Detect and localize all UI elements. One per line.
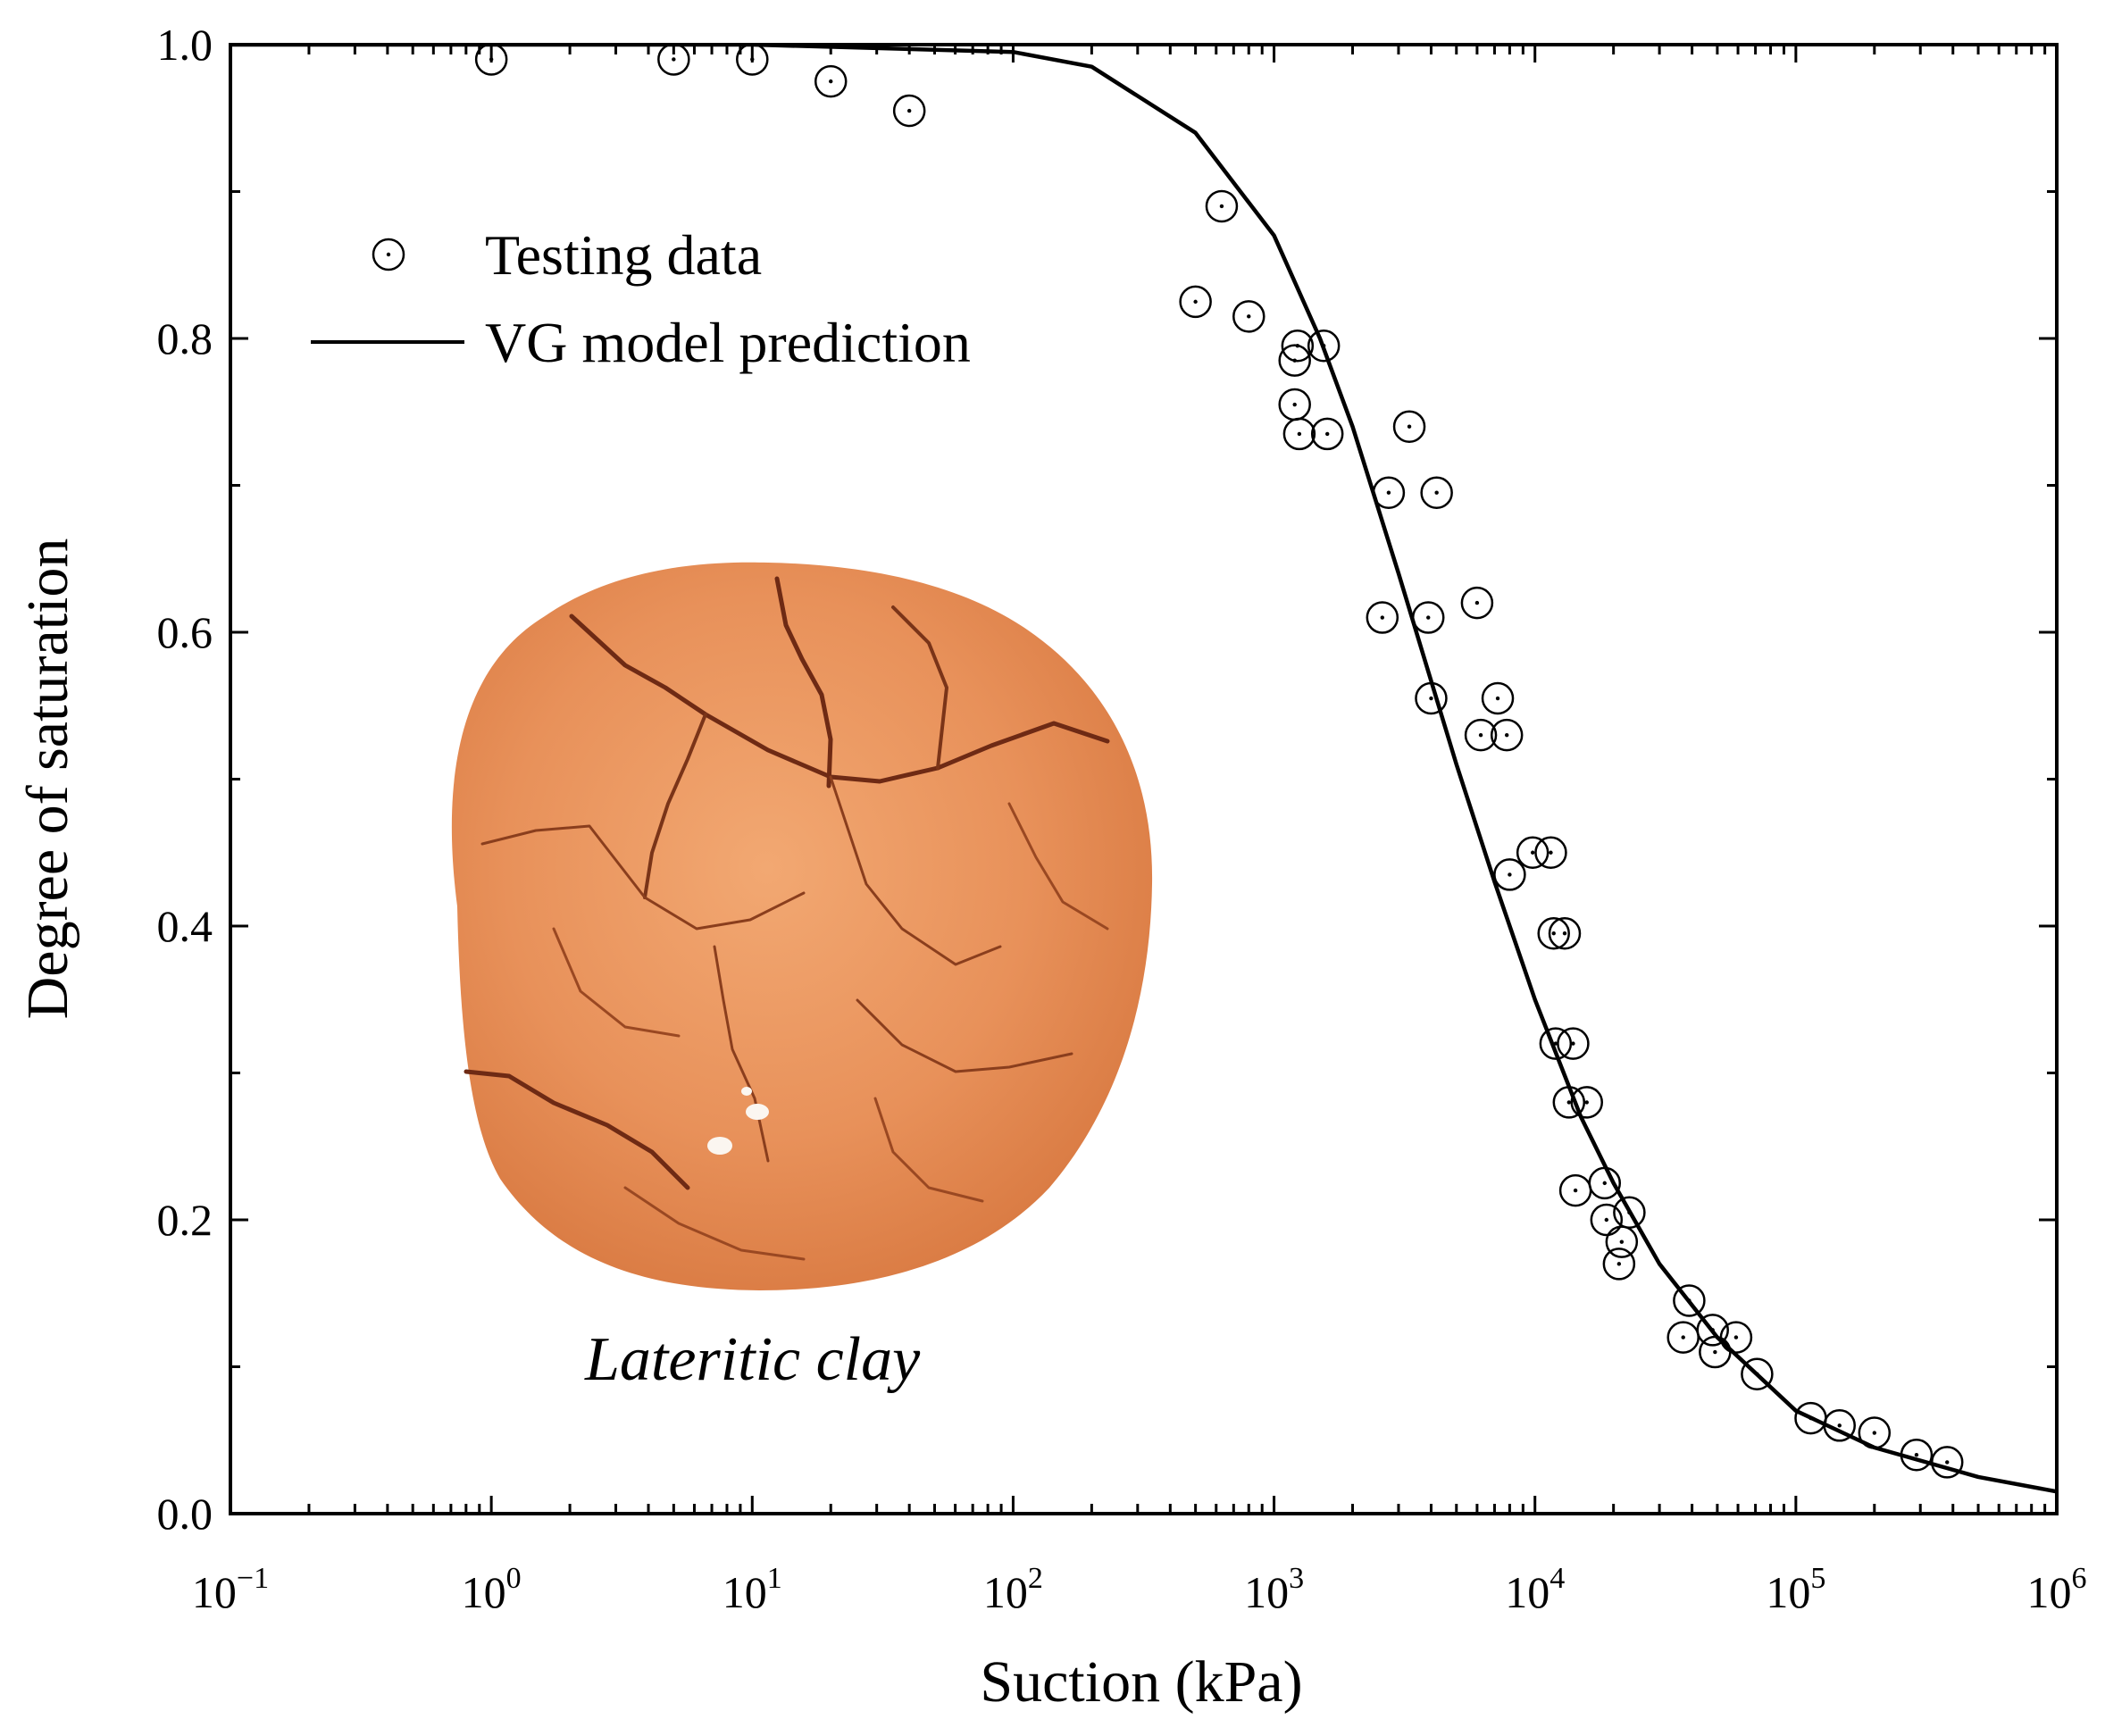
data-point [1673, 1284, 1706, 1317]
x-tick-label: 105 [1766, 1562, 1825, 1617]
x-tick-label: 100 [462, 1562, 522, 1617]
data-point [1719, 1321, 1753, 1354]
clay-pebble [741, 1087, 752, 1096]
y-axis-title: Degree of saturation [15, 538, 80, 1020]
data-point [657, 45, 690, 76]
x-tick-label: 10−1 [192, 1562, 269, 1617]
y-tick-label: 0.8 [157, 313, 213, 363]
data-point [1570, 1086, 1604, 1119]
data-point [1537, 916, 1570, 950]
clay-pebble [707, 1137, 732, 1155]
x-tick-label: 102 [983, 1562, 1043, 1617]
data-point [814, 64, 848, 98]
clay-cracks [464, 576, 1110, 1261]
x-tick-label: 101 [723, 1562, 782, 1617]
data-point [474, 45, 508, 76]
legend-label-testing-data: Testing data [485, 223, 762, 287]
data-point [1588, 1166, 1622, 1200]
sample-caption: Lateritic clay [584, 1325, 921, 1394]
data-point [1539, 1027, 1573, 1060]
vg-model-curve [230, 45, 2057, 1494]
clay-pebble [746, 1104, 769, 1120]
data-point [1310, 417, 1344, 451]
legend-marker-testing-data [372, 238, 405, 271]
data-point [1548, 916, 1582, 950]
data-point [1205, 189, 1239, 223]
x-axis-title: Suction (kPa) [980, 1649, 1302, 1715]
clay-sample-photo: Lateritic clay [451, 562, 1153, 1394]
data-point [1557, 1027, 1590, 1060]
x-tick-label: 104 [1505, 1562, 1565, 1617]
data-point [892, 94, 926, 128]
data-point [1666, 1321, 1700, 1354]
data-point [1420, 476, 1453, 509]
data-point [1372, 476, 1406, 509]
data-point [1534, 836, 1567, 869]
x-axis: 10−1 100 101 102 103 104 105 106 [192, 45, 2087, 1617]
data-point [1605, 1225, 1639, 1258]
data-point [1481, 681, 1515, 715]
data-point [1232, 300, 1266, 333]
y-tick-label: 0.2 [157, 1195, 213, 1245]
data-point [1590, 1203, 1624, 1237]
data-point [1366, 601, 1399, 634]
y-tick-label: 0.6 [157, 607, 213, 657]
data-point [1490, 718, 1524, 752]
y-tick-label: 0.0 [157, 1489, 213, 1539]
data-point [1794, 1401, 1827, 1435]
x-tick-label: 103 [1244, 1562, 1304, 1617]
data-point [1552, 1086, 1586, 1119]
legend: Testing data VG model prediction [311, 223, 971, 374]
data-point [1602, 1248, 1636, 1281]
data-point [1307, 329, 1341, 363]
data-point [1823, 1409, 1856, 1442]
data-point [1516, 836, 1550, 869]
y-tick-label: 1.0 [157, 20, 213, 70]
data-point [1281, 329, 1315, 363]
data-point [1858, 1416, 1892, 1449]
data-point [1558, 1173, 1592, 1207]
data-point [1278, 388, 1311, 421]
data-point [1179, 285, 1212, 319]
data-point [1411, 601, 1445, 634]
y-axis: 0.0 0.2 0.4 0.6 0.8 1.0 [157, 20, 2057, 1539]
data-point [1493, 858, 1526, 891]
data-point [1464, 718, 1498, 752]
data-point [1900, 1438, 1934, 1472]
data-point [1415, 681, 1448, 715]
clay-disc [451, 562, 1153, 1290]
data-point [1392, 410, 1426, 443]
data-point [736, 45, 769, 76]
data-point [1282, 417, 1316, 451]
x-tick-label: 106 [2027, 1562, 2087, 1617]
y-tick-label: 0.4 [157, 901, 213, 951]
data-point [1930, 1446, 1964, 1479]
data-point [1741, 1357, 1774, 1390]
plot-area [230, 45, 2057, 1494]
legend-label-vg-model: VG model prediction [485, 311, 971, 374]
data-point [1699, 1335, 1732, 1369]
data-point [1696, 1314, 1729, 1347]
data-point [1460, 586, 1494, 620]
